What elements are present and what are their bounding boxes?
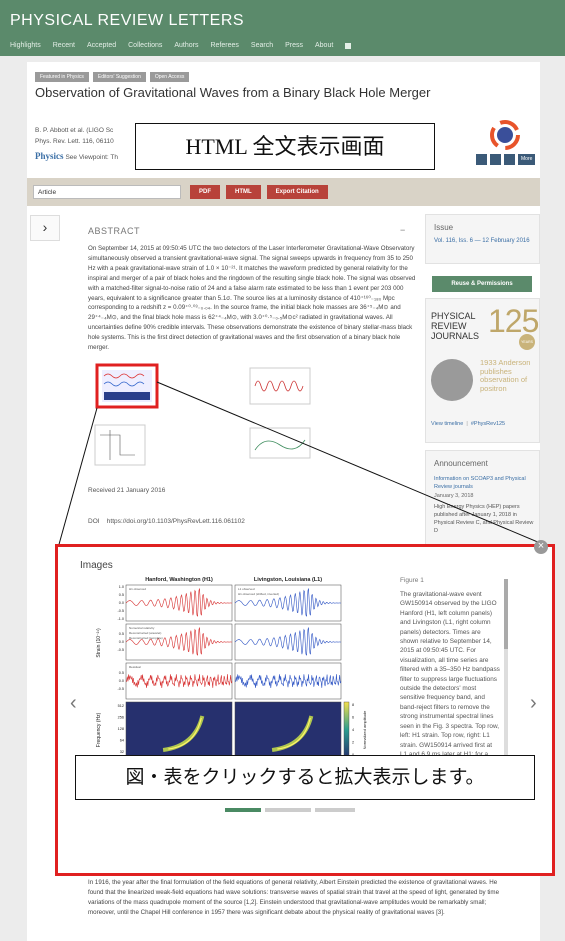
connector <box>157 382 552 548</box>
figure-text: 256 <box>118 716 124 720</box>
page-indicator[interactable] <box>315 808 355 812</box>
figure-text: L1 observed <box>238 587 255 591</box>
figure-text: Numerical relativity <box>129 626 155 630</box>
figure-text: Normalized amplitude <box>362 710 367 749</box>
panel-frame <box>235 663 341 699</box>
figure-text: 0.5 <box>119 593 124 597</box>
caption-scrollbar[interactable] <box>504 579 508 779</box>
modal-title: Images <box>80 560 113 571</box>
figure-text: 0.5 <box>119 671 124 675</box>
connector <box>58 408 97 548</box>
figure-text: 0.0 <box>119 640 124 644</box>
figure-text: 4 <box>352 728 354 732</box>
figure-text: Livingston, Louisiana (L1) <box>254 577 322 583</box>
figure-text: Residual <box>129 665 141 669</box>
figure-text: 1.0 <box>119 585 124 589</box>
panel-frame <box>126 663 232 699</box>
figure-text: 6 <box>352 716 354 720</box>
figure-text: 0.0 <box>119 679 124 683</box>
figure-text: 2 <box>352 741 354 745</box>
figure-text: -0.5 <box>117 687 124 691</box>
figure-text: Strain (10⁻²¹) <box>96 628 102 658</box>
page: PRL article html,body{margin:0;padding:0… <box>0 0 565 941</box>
close-button[interactable]: × <box>534 540 548 554</box>
overlay-hint: 図・表をクリックすると拡大表示します。 <box>75 755 535 800</box>
caption-text: The gravitational-wave event GW150914 ob… <box>400 590 500 760</box>
figure-text: -0.5 <box>117 648 124 652</box>
figure-text: Hanford, Washington (H1) <box>145 577 213 583</box>
figure-text: H1 observed (shifted, inverted) <box>238 592 279 596</box>
body-text: In 1916, the year after the final formul… <box>88 878 508 918</box>
next-arrow[interactable]: › <box>530 692 537 715</box>
page-indicator-active[interactable] <box>225 808 261 812</box>
scroll-thumb[interactable] <box>504 579 508 649</box>
prev-arrow[interactable]: ‹ <box>70 692 77 715</box>
figure-text: 32 <box>120 750 124 754</box>
colorbar <box>344 702 349 758</box>
figure-text: -1.0 <box>117 617 124 621</box>
figure-text: 128 <box>118 727 124 731</box>
page-body: {"header":{"title":"PHYSICAL REVIEW LETT… <box>0 0 565 941</box>
figure-text: Reconstructed (template) <box>129 636 163 640</box>
spectrogram <box>235 702 341 758</box>
figure-text: 0.0 <box>119 601 124 605</box>
figure-text: H1 observed <box>129 587 146 591</box>
caption-title: Figure 1 <box>400 577 424 584</box>
figure-text: 64 <box>120 739 124 743</box>
page-indicator[interactable] <box>265 808 311 812</box>
figure-text: 8 <box>352 703 354 707</box>
figure-text: Frequency (Hz) <box>96 712 102 747</box>
figure-text: 0.5 <box>119 632 124 636</box>
figure-text: 512 <box>118 704 124 708</box>
spectrogram <box>126 702 232 758</box>
figure-text: -0.5 <box>117 609 124 613</box>
panel-frame <box>235 624 341 660</box>
figure-text: Reconstructed (wavelet) <box>129 631 161 635</box>
